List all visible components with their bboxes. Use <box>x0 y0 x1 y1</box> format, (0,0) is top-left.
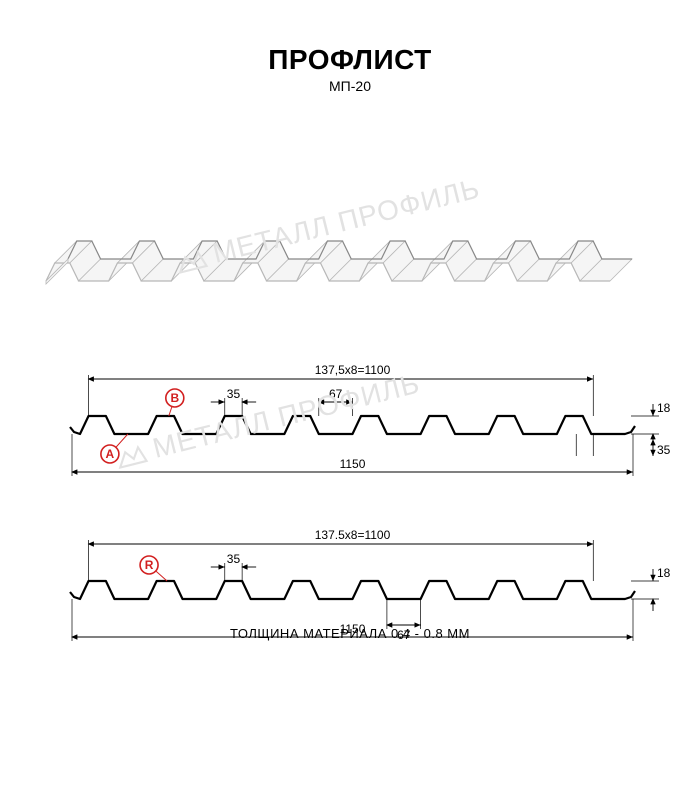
svg-text:A: A <box>106 447 115 461</box>
perspective-view <box>46 241 632 284</box>
svg-text:1150: 1150 <box>340 457 366 471</box>
diagram-svg: 137,5x8=1100 35 67 1150 18 35 A B 137.5x8=1100 3… <box>0 94 700 794</box>
diagram-stage: ПРОФЛИСТ МП-20 МЕТАЛЛ ПРОФИЛЬ МЕТАЛЛ ПРО… <box>0 0 700 700</box>
svg-text:R: R <box>145 558 154 572</box>
thickness-label: ТОЛЩИНА МАТЕРИАЛА 0.4 - 0.8 ММ <box>0 626 700 641</box>
svg-text:137.5x8=1100: 137.5x8=1100 <box>315 528 391 542</box>
svg-text:35: 35 <box>227 387 241 401</box>
svg-text:67: 67 <box>329 387 343 401</box>
svg-text:137,5x8=1100: 137,5x8=1100 <box>315 363 391 377</box>
page-title: ПРОФЛИСТ <box>0 44 700 76</box>
svg-text:35: 35 <box>227 552 241 566</box>
svg-text:35: 35 <box>657 443 671 457</box>
page-subtitle: МП-20 <box>0 78 700 94</box>
cross-section-top: 137,5x8=1100 35 67 1150 18 35 A B <box>70 363 671 476</box>
svg-text:B: B <box>170 391 179 405</box>
cross-section-bottom: 137.5x8=11003567115018R <box>70 528 671 642</box>
svg-text:18: 18 <box>657 401 671 415</box>
svg-text:18: 18 <box>657 566 671 580</box>
